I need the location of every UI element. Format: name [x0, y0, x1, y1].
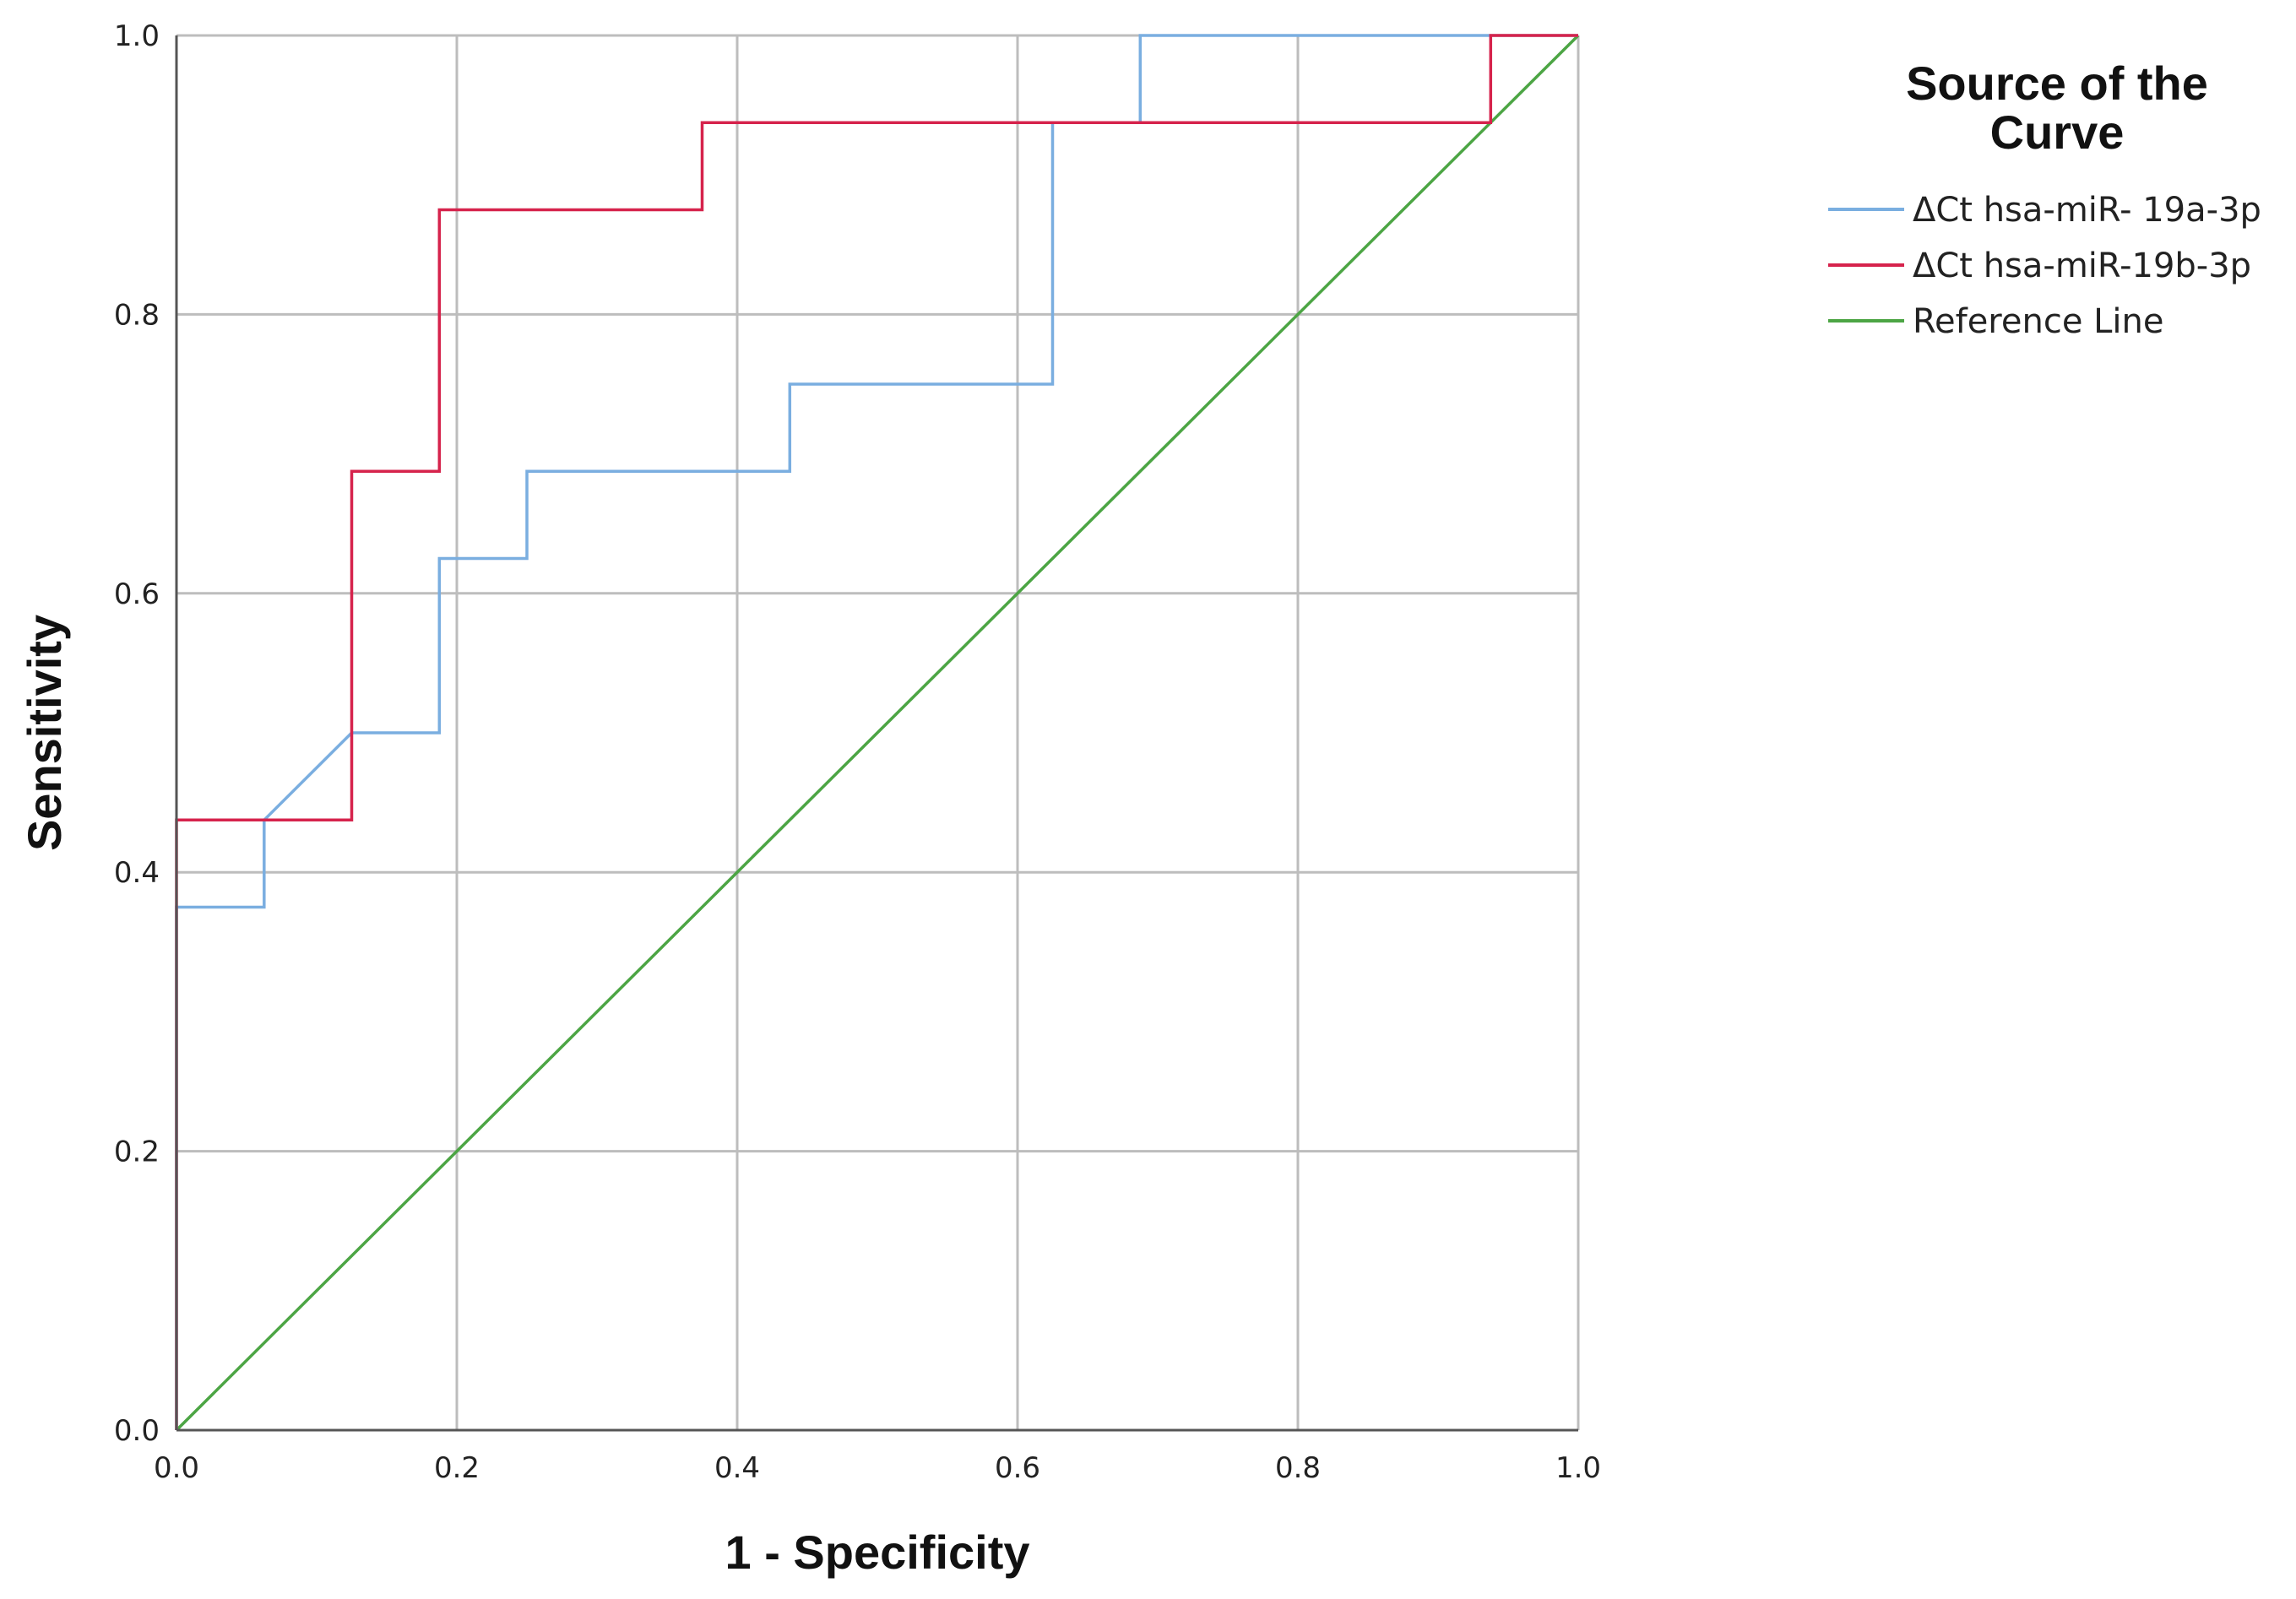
legend-label-0: ΔCt hsa-miR- 19a-3p — [1913, 191, 2261, 230]
x-tick-label: 0.0 — [154, 1451, 199, 1485]
gridlines — [175, 34, 1580, 1432]
y-tick-label: 0.8 — [114, 298, 160, 332]
series-line-2 — [175, 34, 1580, 1432]
y-tick-label: 0.2 — [114, 1136, 160, 1169]
y-tick-label: 0.0 — [114, 1414, 160, 1448]
axes — [175, 35, 1578, 1432]
legend-title-line-2: Curve — [1990, 106, 2125, 159]
x-tick-label: 0.8 — [1275, 1451, 1321, 1485]
series-line-1 — [175, 34, 1578, 1430]
y-tick-label: 0.6 — [114, 577, 160, 611]
x-axis-title: 1 - Specificity — [725, 1526, 1029, 1579]
legend-label-2: Reference Line — [1913, 302, 2164, 341]
y-tick-label: 1.0 — [114, 19, 160, 53]
legend-label-1: ΔCt hsa-miR-19b-3p — [1913, 247, 2251, 285]
series-layer — [175, 34, 1580, 1432]
x-tick-label: 0.4 — [714, 1451, 760, 1485]
x-tick-label: 0.2 — [434, 1451, 480, 1485]
x-tick-label: 0.6 — [995, 1451, 1040, 1485]
legend: Source of the Curve ΔCt hsa-miR- 19a-3pΔ… — [1828, 57, 2261, 341]
y-tick-label: 0.4 — [114, 856, 160, 890]
legend-title-line-1: Source of the — [1906, 57, 2208, 110]
legend-items: ΔCt hsa-miR- 19a-3p ΔCt hsa-miR-19b-3p Ref… — [1828, 191, 2261, 341]
tick-labels: 0.0 0.2 0.4 0.6 0.8 1.0 0.0 0.2 0.4 0.6 0.8 1.0 — [114, 19, 1601, 1485]
x-tick-label: 1.0 — [1555, 1451, 1601, 1485]
y-axis-title: Sensitivity — [18, 615, 71, 851]
